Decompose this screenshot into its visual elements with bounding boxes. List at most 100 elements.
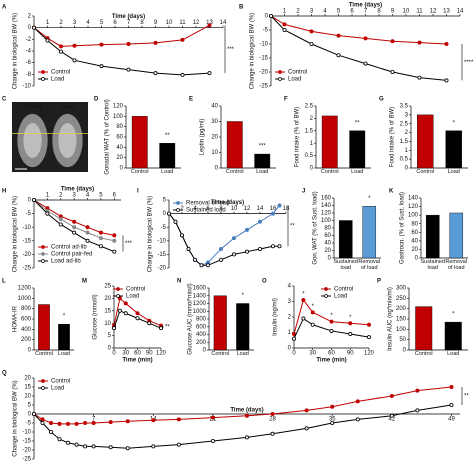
data-point (74, 421, 79, 426)
data-point (282, 22, 287, 27)
y-tick-label: 40 (411, 238, 418, 244)
x-axis-label: Time (days) (61, 187, 94, 193)
y-axis-label: Change in biological BW (%) (13, 13, 19, 89)
data-point (58, 217, 63, 222)
data-point (98, 230, 103, 235)
y-tick-label: 0 (28, 348, 32, 354)
data-point (270, 211, 275, 216)
y-tick-label: 200 (21, 337, 32, 343)
series-line (33, 199, 115, 236)
data-point (449, 402, 454, 407)
x-tick-label: 14 (257, 206, 264, 212)
y-tick-label: 60 (324, 233, 331, 239)
y-tick-label: -25 (259, 84, 268, 90)
significance: * (63, 314, 66, 320)
data-point (151, 444, 156, 449)
data-point (112, 326, 117, 331)
y-tick-label: 50 (399, 337, 406, 343)
data-point (310, 322, 315, 327)
x-tick-label: 7 (127, 20, 131, 26)
category-label-box: Load (58, 351, 70, 357)
x-axis-label: Time (min) (122, 358, 152, 364)
series-line (293, 317, 370, 339)
data-point (389, 393, 394, 398)
bar (236, 303, 250, 351)
series-line (33, 24, 210, 47)
x-tick-label: 2 (296, 9, 300, 15)
x-tick-label: Control (211, 351, 230, 357)
y-tick-label: 0 (415, 256, 419, 262)
y-tick-label: 100 (396, 327, 407, 333)
category-label-box: Control (415, 351, 433, 357)
data-point (123, 311, 128, 316)
legend-label: Load (334, 294, 347, 300)
data-point (268, 13, 273, 18)
legend-marker (41, 379, 45, 383)
significance: * (453, 120, 456, 126)
x-tick-label: 8 (140, 20, 144, 26)
data-point (98, 236, 103, 241)
significance: ** (355, 120, 360, 126)
y-tick-label: 40 (324, 241, 331, 247)
significance: *** (227, 47, 235, 53)
data-point (210, 438, 215, 443)
y-tick-label: 140 (408, 196, 419, 202)
data-point (231, 252, 236, 257)
x-tick-label: 60 (134, 351, 141, 357)
significance: **** (464, 60, 474, 66)
category-label-box: Load (237, 351, 249, 357)
legend-label: Load (51, 77, 64, 83)
data-point (112, 233, 117, 238)
data-point (257, 219, 262, 224)
data-point (270, 411, 275, 416)
data-point (125, 419, 130, 424)
bar (159, 142, 176, 169)
x-tick-label: 10 (231, 206, 238, 212)
panel-letter: H (2, 189, 6, 195)
data-point (390, 70, 395, 75)
x-tick-label: 90 (347, 351, 354, 357)
x-tick-label: 4 (323, 9, 327, 15)
panel-letter: L (2, 279, 6, 285)
y-tick-label: -10 (22, 225, 31, 231)
series-line (270, 15, 447, 81)
data-point (282, 27, 287, 32)
panel-letter: N (177, 279, 181, 285)
legend-marker (41, 77, 45, 81)
data-point (329, 328, 334, 333)
y-tick-label: -15 (22, 238, 31, 244)
panel-letter: Q (2, 371, 7, 377)
panel-letter: B (239, 5, 244, 11)
y-tick-label: 10 (211, 150, 218, 156)
data-point (179, 233, 184, 238)
x-tick-label: 5 (99, 193, 103, 199)
data-point (210, 415, 215, 420)
y-tick-label: 0.5 (305, 153, 314, 159)
category-label-box: Control (131, 169, 149, 175)
y-tick-label: 60 (411, 230, 418, 236)
x-tick-label: 5 (337, 9, 341, 15)
y-tick-label: -10 (22, 430, 31, 436)
x-axis-label: Time (days) (112, 14, 145, 20)
x-tick-label: 3 (72, 193, 76, 199)
y-tick-label: 3 (288, 299, 292, 305)
image-label: Control (23, 105, 42, 111)
data-point (348, 321, 353, 326)
data-point (244, 227, 249, 232)
data-point (336, 53, 341, 58)
y-tick-label: 1000 (193, 309, 207, 315)
y-tick-label: 3.5 (400, 104, 409, 110)
y-tick-label: 2 (310, 116, 314, 122)
data-point (147, 321, 152, 326)
category-label-box: Control (35, 351, 53, 357)
category-label-box: Control (211, 351, 230, 357)
x-tick-label: 12 (244, 206, 251, 212)
x-tick-label: Sustained load (333, 259, 358, 271)
x-tick-label: 30 (122, 351, 129, 357)
data-point (91, 420, 96, 425)
data-point (40, 417, 45, 422)
category-label-box: Load (447, 351, 459, 357)
bar (349, 130, 366, 169)
x-tick-label: 4 (193, 206, 197, 212)
legend-marker (116, 287, 120, 291)
